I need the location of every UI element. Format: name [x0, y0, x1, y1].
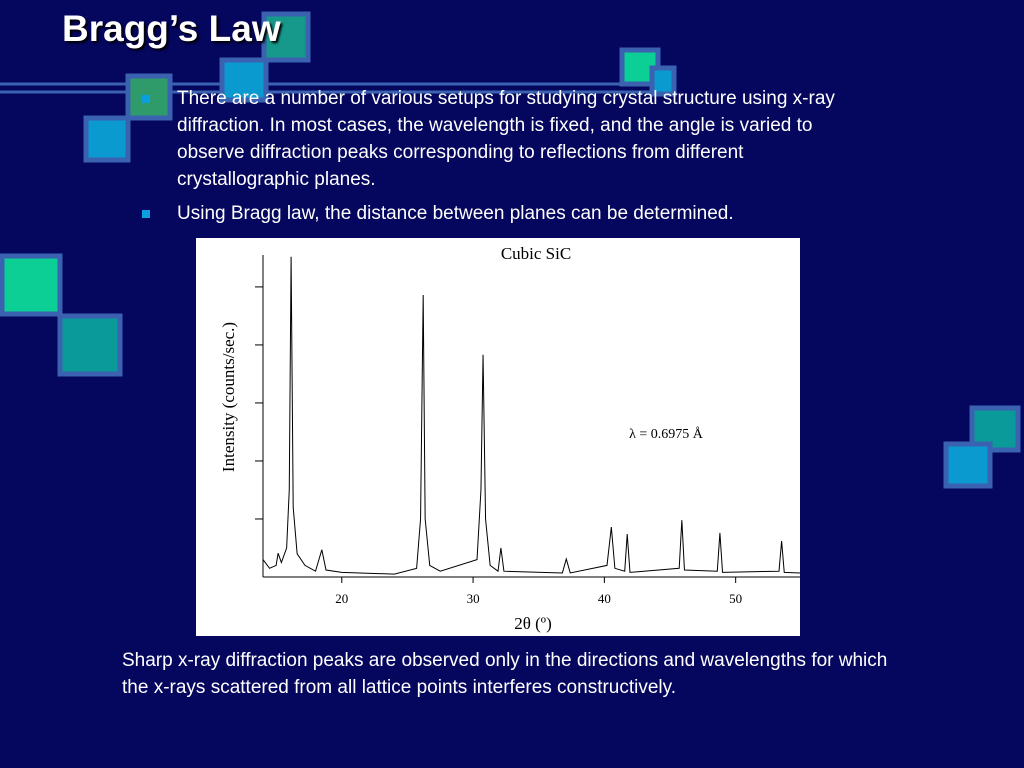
- chart-title: Cubic SiC: [501, 244, 571, 263]
- bullet-list: There are a number of various setups for…: [140, 85, 870, 234]
- decoration: [0, 11, 1021, 489]
- x-axis-label: 2θ (º): [514, 614, 552, 633]
- x-tick-label: 30: [467, 591, 480, 606]
- x-tick-label: 20: [335, 591, 348, 606]
- y-axis-label: Intensity (counts/sec.): [219, 322, 238, 472]
- data-line: [262, 256, 801, 575]
- annotation: λ = 0.6975 Å: [629, 426, 704, 442]
- x-tick-label: 50: [729, 591, 742, 606]
- xrd-chart: 20 30 40 50 Cubic SiC 2θ (º) Intensity (counts…: [219, 244, 801, 633]
- caption: Sharp x-ray diffraction peaks are observ…: [122, 650, 888, 698]
- bullet: Using Bragg law, the distance between pl…: [140, 200, 870, 227]
- slide-title: Bragg’s Law: [62, 8, 281, 49]
- bullet: There are a number of various setups for…: [140, 85, 870, 193]
- figure-background: [196, 238, 800, 636]
- x-tick-label: 40: [598, 591, 611, 606]
